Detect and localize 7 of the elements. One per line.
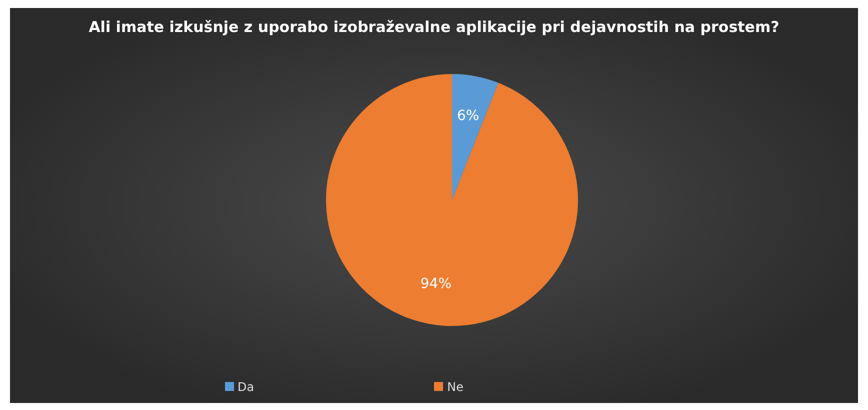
chart-title: Ali imate izkušnje z uporabo izobraževalne aplikacije pri dejavnostih na prostem? [88,18,780,36]
legend-label: Da [238,380,254,394]
data-label: 6% [456,108,480,124]
pie-slice [326,74,578,326]
data-label: 94% [420,276,452,292]
pie-slice [452,74,498,200]
legend-label: Ne [447,380,464,394]
